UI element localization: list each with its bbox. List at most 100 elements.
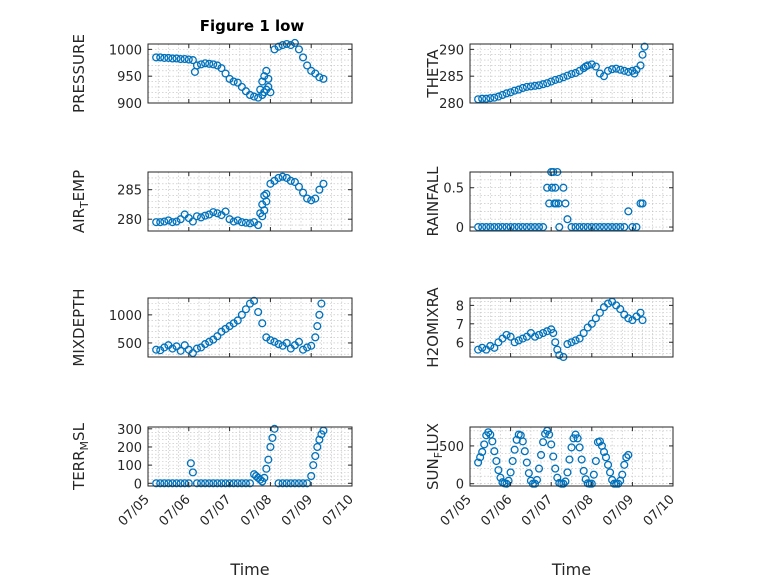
data-point bbox=[303, 479, 312, 488]
y-tick-label: 100 bbox=[117, 459, 142, 474]
axes-frame bbox=[469, 297, 674, 358]
data-point bbox=[221, 479, 230, 488]
data-point bbox=[549, 328, 558, 338]
data-point bbox=[262, 197, 271, 206]
data-point bbox=[561, 477, 570, 486]
data-point bbox=[290, 177, 299, 187]
data-point bbox=[583, 61, 592, 70]
axes-frame bbox=[147, 297, 353, 358]
data-point bbox=[201, 340, 210, 349]
data-point bbox=[478, 343, 487, 352]
data-point bbox=[575, 334, 584, 343]
data-point bbox=[245, 219, 255, 228]
data-point bbox=[616, 223, 625, 232]
data-point bbox=[164, 216, 173, 225]
data-point bbox=[530, 223, 540, 232]
data-point bbox=[188, 56, 197, 65]
data-point bbox=[551, 464, 560, 473]
data-point bbox=[266, 88, 275, 97]
data-point bbox=[270, 45, 279, 54]
y-axis-label: RAINFALL bbox=[424, 166, 442, 237]
data-point bbox=[571, 68, 580, 78]
data-point bbox=[484, 428, 493, 437]
data-points bbox=[152, 296, 326, 358]
data-point bbox=[201, 59, 210, 68]
data-point bbox=[176, 479, 185, 488]
data-point bbox=[498, 90, 507, 100]
data-point bbox=[294, 337, 304, 346]
axes-frame bbox=[147, 43, 353, 104]
data-point bbox=[307, 66, 316, 75]
data-point bbox=[559, 479, 568, 488]
data-point bbox=[256, 475, 265, 484]
data-points bbox=[152, 38, 328, 102]
data-point bbox=[524, 469, 533, 478]
data-point bbox=[192, 479, 202, 488]
data-point bbox=[237, 479, 246, 488]
data-point bbox=[492, 456, 501, 466]
data-point bbox=[313, 442, 322, 452]
data-point bbox=[176, 54, 185, 64]
axes-frame bbox=[469, 43, 674, 104]
data-point bbox=[565, 455, 574, 464]
y-tick-label: 1000 bbox=[109, 43, 142, 58]
data-point bbox=[559, 183, 568, 192]
data-point bbox=[532, 475, 542, 484]
data-point bbox=[205, 210, 214, 219]
data-point bbox=[307, 196, 316, 205]
y-tick-label: 7 bbox=[456, 318, 464, 333]
data-point bbox=[591, 223, 600, 232]
data-point bbox=[552, 199, 561, 208]
data-point bbox=[196, 479, 206, 488]
data-point bbox=[290, 479, 299, 488]
data-point bbox=[510, 86, 519, 95]
data-point bbox=[221, 69, 230, 78]
subplot-air-temp: 280 285 AIRTEMP bbox=[70, 170, 353, 233]
data-point bbox=[152, 479, 161, 488]
data-point bbox=[563, 71, 572, 80]
x-axis-label: Time bbox=[229, 560, 269, 579]
data-point bbox=[309, 461, 318, 470]
data-point bbox=[286, 479, 295, 488]
data-point bbox=[229, 77, 238, 86]
data-point bbox=[201, 479, 210, 488]
data-point bbox=[172, 342, 181, 351]
data-point bbox=[563, 340, 572, 349]
data-point bbox=[551, 183, 560, 192]
data-point bbox=[233, 316, 242, 325]
data-point bbox=[233, 479, 242, 488]
data-point bbox=[514, 223, 523, 232]
data-point bbox=[196, 60, 206, 69]
data-point bbox=[549, 452, 558, 461]
data-point bbox=[591, 456, 600, 466]
data-point bbox=[313, 322, 322, 331]
y-tick-label: 0 bbox=[456, 221, 464, 236]
data-point bbox=[286, 41, 295, 50]
data-point bbox=[579, 466, 588, 475]
data-point bbox=[315, 435, 324, 444]
data-point bbox=[536, 450, 546, 460]
data-point bbox=[575, 443, 584, 452]
x-axis-label: Time bbox=[551, 560, 591, 579]
data-point bbox=[482, 223, 491, 232]
data-point bbox=[229, 217, 238, 226]
data-point bbox=[474, 458, 483, 467]
data-point bbox=[176, 346, 185, 355]
data-points bbox=[474, 42, 649, 104]
data-point bbox=[581, 475, 590, 484]
data-point bbox=[209, 208, 218, 217]
data-point bbox=[520, 447, 529, 456]
data-point bbox=[213, 332, 222, 341]
data-point bbox=[268, 433, 277, 442]
data-point bbox=[510, 445, 519, 454]
data-point bbox=[620, 223, 629, 232]
subplot-mixdepth: 500 1000 MIXDEPTH bbox=[70, 288, 353, 367]
data-point bbox=[555, 74, 564, 83]
data-point bbox=[298, 479, 308, 488]
data-point bbox=[559, 73, 568, 82]
y-axis-label: H2OMIXRA bbox=[424, 287, 442, 368]
data-point bbox=[264, 455, 273, 464]
y-tick-label: 300 bbox=[117, 423, 142, 438]
data-point bbox=[311, 451, 320, 461]
y-tick-label: 285 bbox=[117, 184, 142, 199]
